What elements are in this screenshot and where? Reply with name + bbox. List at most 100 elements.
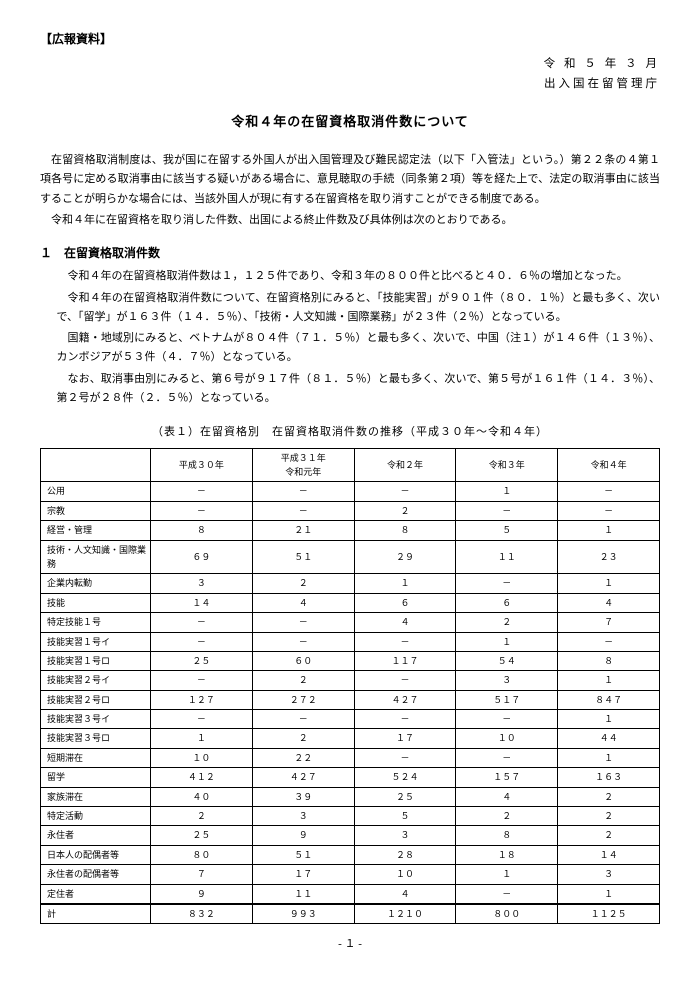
table-cell: － xyxy=(151,632,253,651)
table-cell: １ xyxy=(558,574,660,593)
table-cell: ８ xyxy=(456,826,558,845)
table-cell: － xyxy=(558,632,660,651)
table-cell: ２１ xyxy=(252,521,354,540)
table-cell: １１ xyxy=(456,540,558,574)
table-cell: ７ xyxy=(151,865,253,884)
table-cell: － xyxy=(151,501,253,520)
table-cell: ７ xyxy=(558,613,660,632)
table-cell: ２９ xyxy=(354,540,456,574)
table-row: 技能実習３号ロ１２１７１０４４ xyxy=(41,729,660,748)
table-cell: － xyxy=(456,574,558,593)
row-label: 特定技能１号 xyxy=(41,613,151,632)
row-label: 企業内転勤 xyxy=(41,574,151,593)
table-row: 技能１４４６６４ xyxy=(41,593,660,612)
row-label: 特定活動 xyxy=(41,807,151,826)
table-cell: １ xyxy=(456,632,558,651)
table-cell: － xyxy=(252,501,354,520)
table-cell: ４４ xyxy=(558,729,660,748)
table-cell: １ xyxy=(558,671,660,690)
table-cell: － xyxy=(151,671,253,690)
row-label: 技能実習２号イ xyxy=(41,671,151,690)
table-cell: ５４ xyxy=(456,651,558,670)
table-cell: － xyxy=(252,613,354,632)
table-cell: ４ xyxy=(252,593,354,612)
table-cell: １ xyxy=(558,710,660,729)
table-cell: － xyxy=(151,613,253,632)
table-cell: － xyxy=(354,632,456,651)
table-cell: ２ xyxy=(354,501,456,520)
table-cell: ２５ xyxy=(151,651,253,670)
table-caption: （表１）在留資格別 在留資格取消件数の推移（平成３０年～令和４年） xyxy=(40,424,660,442)
header-tag: 【広報資料】 xyxy=(40,30,660,49)
table-cell: １６３ xyxy=(558,768,660,787)
table-cell: ２３ xyxy=(558,540,660,574)
table-cell: ５１ xyxy=(252,845,354,864)
table-cell: － xyxy=(354,482,456,501)
section-1-heading: １ 在留資格取消件数 xyxy=(40,244,660,263)
table-cell: ４ xyxy=(456,787,558,806)
table-cell: １１ xyxy=(252,884,354,904)
table-cell: １０ xyxy=(354,865,456,884)
table-cell: ９ xyxy=(252,826,354,845)
table-col-2: 平成３１年 令和元年 xyxy=(252,448,354,482)
table-cell: ８ xyxy=(354,521,456,540)
table-cell: ２７２ xyxy=(252,690,354,709)
row-label: 技能実習２号ロ xyxy=(41,690,151,709)
section-1-para-1: 令和４年の在留資格取消件数は１，１２５件であり、令和３年の８００件と比べると４０… xyxy=(57,267,661,286)
row-label: 永住者 xyxy=(41,826,151,845)
table-total-row: 計８３２９９３１２１０８００１１２５ xyxy=(41,904,660,924)
row-label: 短期滞在 xyxy=(41,748,151,767)
row-label: 経営・管理 xyxy=(41,521,151,540)
date-agency-block: 令 和 ５ 年 ３ 月 出入国在留管理庁 xyxy=(40,55,660,94)
table-cell: １ xyxy=(456,482,558,501)
agency-name: 出入国在留管理庁 xyxy=(40,75,660,95)
table-cell: － xyxy=(252,710,354,729)
table-row: 定住者９１１４－１ xyxy=(41,884,660,904)
table-cell: ３ xyxy=(456,671,558,690)
table-cell: １ xyxy=(151,729,253,748)
table-cell: １４ xyxy=(151,593,253,612)
section-1-para-4: なお、取消事由別にみると、第６号が９１７件（８１．５％）と最も多く、次いで、第５… xyxy=(57,370,661,409)
table-cell: ４０ xyxy=(151,787,253,806)
table-cell: １２７ xyxy=(151,690,253,709)
table-cell: ５２４ xyxy=(354,768,456,787)
table-col-5: 令和４年 xyxy=(558,448,660,482)
table-row: 特定技能１号－－４２７ xyxy=(41,613,660,632)
table-cell: － xyxy=(456,710,558,729)
table-cell: ２ xyxy=(558,787,660,806)
table-cell: ２ xyxy=(252,671,354,690)
table-cell: ６ xyxy=(354,593,456,612)
table-cell: － xyxy=(252,482,354,501)
table-row: 技能実習２号ロ１２７２７２４２７５１７８４７ xyxy=(41,690,660,709)
table-cell: １１２５ xyxy=(558,904,660,924)
table-cell: － xyxy=(252,632,354,651)
data-table: 平成３０年 平成３１年 令和元年 令和２年 令和３年 令和４年 公用－－－１－宗… xyxy=(40,448,660,925)
row-label: 家族滞在 xyxy=(41,787,151,806)
table-cell: １ xyxy=(354,574,456,593)
row-label: 技術・人文知識・国際業務 xyxy=(41,540,151,574)
table-cell: ２ xyxy=(558,826,660,845)
table-cell: １２１０ xyxy=(354,904,456,924)
table-cell: ４ xyxy=(558,593,660,612)
table-row: 技術・人文知識・国際業務６９５１２９１１２３ xyxy=(41,540,660,574)
table-row: 永住者２５９３８２ xyxy=(41,826,660,845)
table-row: 経営・管理８２１８５１ xyxy=(41,521,660,540)
table-cell: － xyxy=(456,501,558,520)
row-label: 技能実習３号ロ xyxy=(41,729,151,748)
table-cell: － xyxy=(456,884,558,904)
table-row: 技能実習２号イ－２－３１ xyxy=(41,671,660,690)
table-cell: ２ xyxy=(151,807,253,826)
intro-para-2: 令和４年に在留資格を取り消した件数、出国による終止件数及び具体例は次のとおりであ… xyxy=(40,211,660,230)
table-cell: － xyxy=(354,671,456,690)
table-header-row: 平成３０年 平成３１年 令和元年 令和２年 令和３年 令和４年 xyxy=(41,448,660,482)
table-cell: ８００ xyxy=(456,904,558,924)
row-label: 計 xyxy=(41,904,151,924)
table-cell: ２ xyxy=(252,574,354,593)
row-label: 公用 xyxy=(41,482,151,501)
table-cell: ８０ xyxy=(151,845,253,864)
table-row: 技能実習１号ロ２５６０１１７５４８ xyxy=(41,651,660,670)
table-row: 日本人の配偶者等８０５１２８１８１４ xyxy=(41,845,660,864)
table-row: 家族滞在４０３９２５４２ xyxy=(41,787,660,806)
table-cell: － xyxy=(354,748,456,767)
table-cell: １ xyxy=(456,865,558,884)
